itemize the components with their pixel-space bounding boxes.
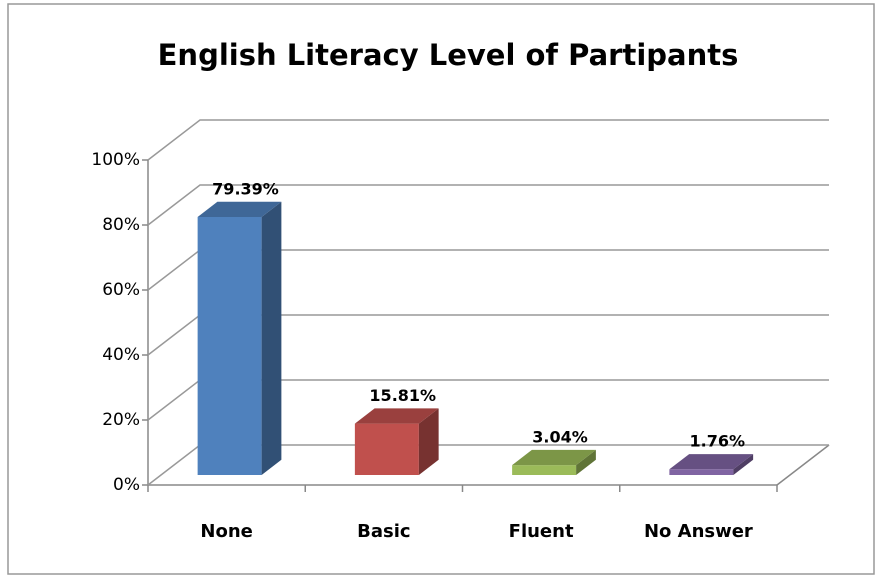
bar-top bbox=[669, 454, 754, 470]
x-tick-label: Basic bbox=[357, 521, 410, 542]
x-tick-label: None bbox=[200, 521, 252, 542]
y-tick-label: 60% bbox=[102, 280, 140, 300]
y-tick-label: 100% bbox=[91, 150, 140, 170]
bar-front bbox=[512, 465, 577, 475]
value-label: 1.76% bbox=[689, 432, 745, 451]
bar-side bbox=[733, 454, 754, 475]
value-label: 15.81% bbox=[369, 386, 436, 405]
y-tick-label: 0% bbox=[113, 475, 140, 495]
chart-title: English Literacy Level of Partipants bbox=[158, 38, 739, 72]
bar-front bbox=[354, 423, 419, 475]
grid-line bbox=[147, 184, 829, 226]
bar-side bbox=[418, 408, 439, 475]
bar-side bbox=[261, 201, 282, 475]
bar-front bbox=[197, 216, 262, 476]
bar-top bbox=[512, 449, 596, 466]
value-label: 3.04% bbox=[532, 427, 588, 446]
y-tick-label: 80% bbox=[102, 215, 140, 235]
value-label: 79.39% bbox=[212, 179, 279, 198]
bar-side bbox=[576, 449, 596, 475]
y-tick-label: 20% bbox=[102, 410, 140, 430]
x-tick-label: Fluent bbox=[509, 521, 574, 542]
grid-line bbox=[147, 119, 829, 161]
bar-front bbox=[669, 469, 734, 475]
x-tick-label: No Answer bbox=[644, 521, 753, 542]
y-tick-label: 40% bbox=[102, 345, 140, 365]
floor-right bbox=[776, 444, 830, 486]
chart-frame bbox=[7, 3, 875, 575]
bar-top bbox=[354, 408, 439, 424]
bar-top bbox=[197, 201, 282, 217]
